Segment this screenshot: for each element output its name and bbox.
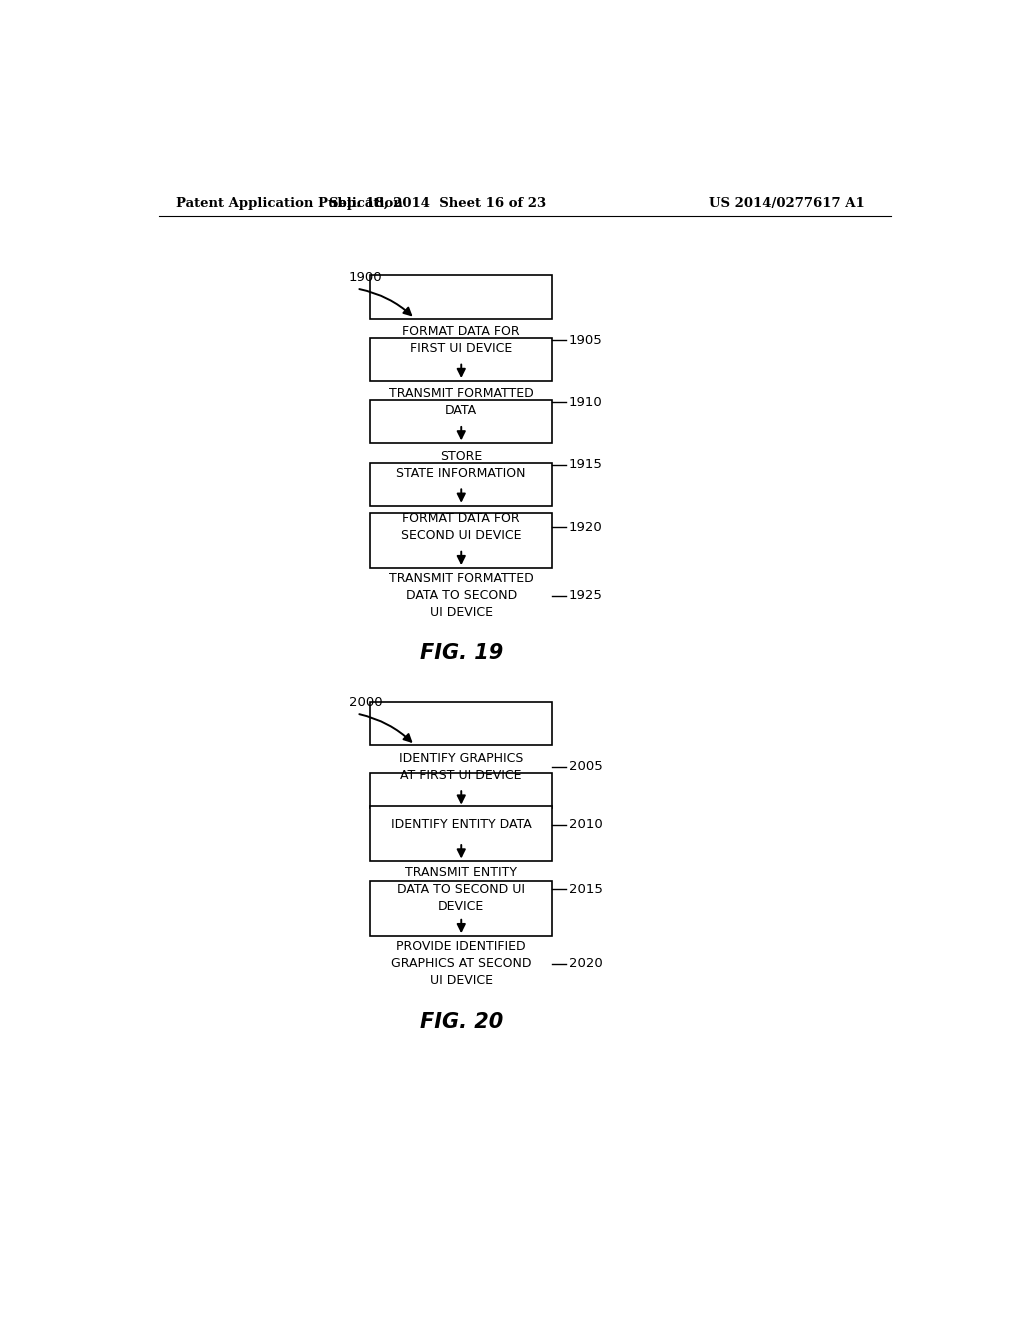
FancyBboxPatch shape [371,276,552,318]
Text: 2000: 2000 [349,696,383,709]
Text: 1905: 1905 [568,334,602,347]
Text: TRANSMIT FORMATTED
DATA TO SECOND
UI DEVICE: TRANSMIT FORMATTED DATA TO SECOND UI DEV… [389,573,534,619]
Text: TRANSMIT FORMATTED
DATA: TRANSMIT FORMATTED DATA [389,388,534,417]
Text: IDENTIFY ENTITY DATA: IDENTIFY ENTITY DATA [391,818,531,832]
Text: FORMAT DATA FOR
SECOND UI DEVICE: FORMAT DATA FOR SECOND UI DEVICE [401,512,521,543]
Text: PROVIDE IDENTIFIED
GRAPHICS AT SECOND
UI DEVICE: PROVIDE IDENTIFIED GRAPHICS AT SECOND UI… [391,940,531,987]
FancyBboxPatch shape [371,807,552,862]
FancyBboxPatch shape [371,400,552,444]
Text: 2005: 2005 [568,760,602,774]
FancyBboxPatch shape [371,774,552,808]
FancyBboxPatch shape [371,338,552,381]
Text: FIG. 20: FIG. 20 [420,1012,503,1032]
Text: Patent Application Publication: Patent Application Publication [176,197,402,210]
Text: 1915: 1915 [568,458,602,471]
Text: 2020: 2020 [568,957,602,970]
FancyBboxPatch shape [371,512,552,568]
Text: FIG. 19: FIG. 19 [420,643,503,663]
Text: STORE
STATE INFORMATION: STORE STATE INFORMATION [396,450,526,480]
Text: 1925: 1925 [568,589,602,602]
Text: 1920: 1920 [568,520,602,533]
Text: IDENTIFY GRAPHICS
AT FIRST UI DEVICE: IDENTIFY GRAPHICS AT FIRST UI DEVICE [399,751,523,781]
Text: 1910: 1910 [568,396,602,409]
Text: TRANSMIT ENTITY
DATA TO SECOND UI
DEVICE: TRANSMIT ENTITY DATA TO SECOND UI DEVICE [397,866,525,912]
Text: Sep. 18, 2014  Sheet 16 of 23: Sep. 18, 2014 Sheet 16 of 23 [330,197,547,210]
Text: FORMAT DATA FOR
FIRST UI DEVICE: FORMAT DATA FOR FIRST UI DEVICE [402,325,520,355]
FancyBboxPatch shape [371,880,552,936]
Text: 1900: 1900 [349,271,383,284]
FancyBboxPatch shape [371,702,552,744]
FancyBboxPatch shape [371,462,552,506]
Text: US 2014/0277617 A1: US 2014/0277617 A1 [710,197,865,210]
Text: 2015: 2015 [568,883,602,896]
Text: 2010: 2010 [568,818,602,832]
